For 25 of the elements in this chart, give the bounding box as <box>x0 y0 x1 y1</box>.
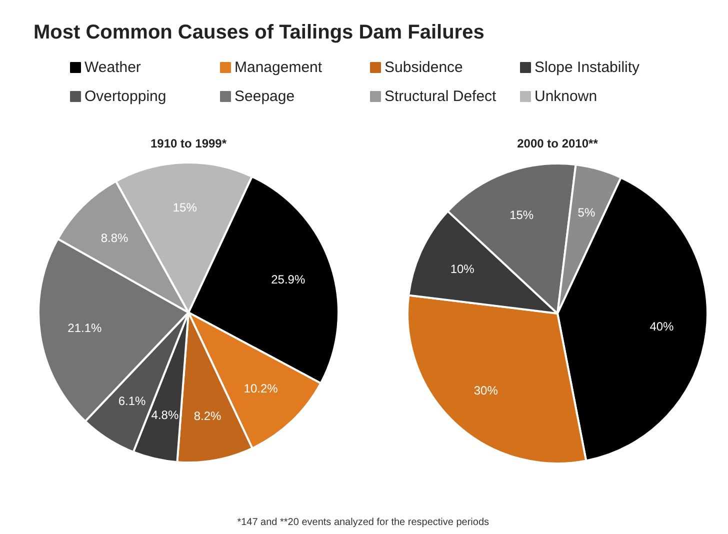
data-label: 40% <box>650 319 674 334</box>
data-label: 4.8% <box>151 408 179 422</box>
legend-label: Unknown <box>534 88 598 105</box>
chart-subtitle: 2000 to 2010** <box>517 136 598 150</box>
data-label: 15% <box>172 200 198 215</box>
data-label: 10.2% <box>244 382 278 396</box>
text: 1910 to 1999* <box>150 136 227 150</box>
legend-label: Weather <box>84 59 141 76</box>
legend-label: Subsidence <box>384 59 463 76</box>
legend-label: Overtopping <box>84 88 166 105</box>
legend-label: Structural Defect <box>384 88 498 105</box>
legend-label: Management <box>234 59 323 76</box>
chart-title: Most Common Causes of Tailings Dam Failures <box>34 22 484 44</box>
text: *147 and **20 events analyzed for the respective periods <box>237 517 490 528</box>
data-label: 30% <box>474 383 498 398</box>
data-label: 6.1% <box>118 394 146 408</box>
data-label: 21.1% <box>68 321 102 336</box>
data-label: 25.9% <box>271 272 306 286</box>
legend-label: Slope Instability <box>534 59 640 76</box>
data-label: 8.2% <box>194 408 222 423</box>
data-label: 15% <box>510 208 534 222</box>
legend-label: Seepage <box>234 88 295 105</box>
data-label: 5% <box>578 206 596 220</box>
data-label: 8.8% <box>100 230 129 245</box>
data-label: 10% <box>450 262 475 276</box>
